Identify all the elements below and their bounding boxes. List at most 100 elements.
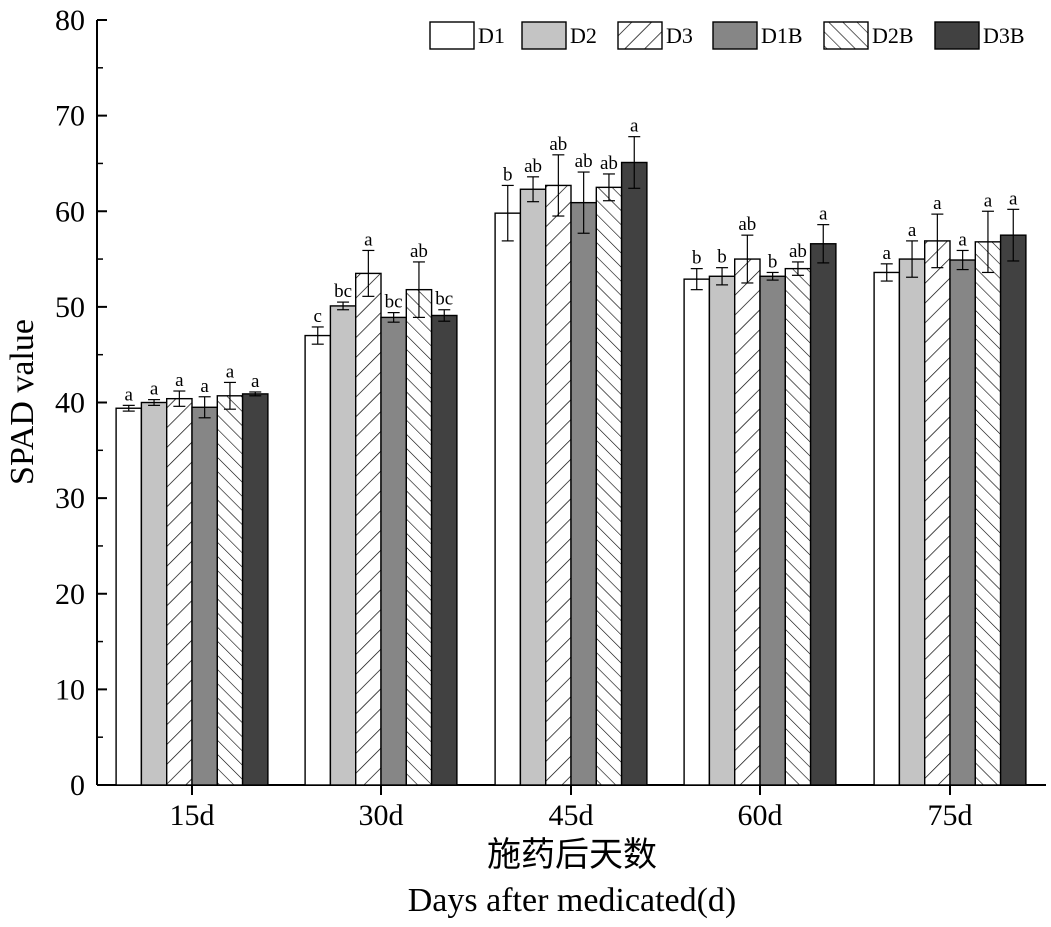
bar-d2b-45d bbox=[595, 186, 623, 786]
legend-item-d2: D2 bbox=[521, 21, 597, 50]
bar-d1-15d bbox=[115, 407, 143, 786]
bar-d2b-15d bbox=[216, 395, 244, 786]
significance-letter: b bbox=[717, 247, 727, 268]
x-tick-label: 15d bbox=[170, 799, 215, 832]
bar-d3b-30d bbox=[430, 314, 458, 786]
y-tick-label: 30 bbox=[55, 482, 85, 515]
x-tick-label: 60d bbox=[738, 799, 783, 832]
y-tick-label: 80 bbox=[55, 4, 85, 37]
y-axis-title: SPAD value bbox=[4, 319, 41, 485]
legend: D1 D2 D3 D1B D2B D3B bbox=[429, 21, 1025, 50]
significance-letter: bc bbox=[385, 292, 403, 313]
significance-letter: c bbox=[314, 306, 322, 327]
y-tick-label: 0 bbox=[70, 769, 85, 802]
bar-d2b-75d bbox=[974, 241, 1002, 786]
bar-d2-30d bbox=[329, 305, 357, 786]
significance-letter: a bbox=[958, 229, 967, 250]
bar-d2-15d bbox=[140, 401, 168, 786]
significance-letter: a bbox=[150, 379, 159, 400]
legend-label: D2 bbox=[570, 23, 597, 48]
bar-d2b-60d bbox=[784, 267, 812, 786]
bar-d3b-45d bbox=[620, 161, 648, 786]
legend-label: D3 bbox=[666, 23, 693, 48]
bar-d3-30d bbox=[355, 272, 382, 786]
x-tick-label: 45d bbox=[549, 799, 594, 832]
significance-letter: a bbox=[984, 190, 993, 211]
bar-d3b-75d bbox=[999, 234, 1027, 786]
significance-letter: bc bbox=[435, 289, 453, 310]
legend-label: D1B bbox=[761, 23, 803, 48]
x-tick-label: 30d bbox=[359, 799, 404, 832]
legend-label: D2B bbox=[872, 23, 914, 48]
significance-letter: a bbox=[364, 229, 373, 250]
significance-letter: ab bbox=[410, 241, 428, 262]
bar-d1b-15d bbox=[191, 406, 218, 786]
significance-letter: a bbox=[883, 243, 892, 264]
bar-d3-60d bbox=[734, 258, 761, 786]
x-axis-title: Days after medicated(d) bbox=[408, 882, 737, 919]
bar-d2-60d bbox=[708, 275, 736, 786]
bars bbox=[115, 161, 1027, 786]
bar-d1-60d bbox=[683, 278, 711, 786]
bar-d2-75d bbox=[898, 258, 926, 786]
bar-d1-30d bbox=[304, 334, 332, 786]
legend-item-d3b: D3B bbox=[934, 21, 1025, 50]
bar-d2-45d bbox=[519, 188, 547, 786]
significance-letter: a bbox=[630, 116, 639, 137]
significance-letter: ab bbox=[549, 134, 567, 155]
x-axis: 15d 30d 45d 60d 75d bbox=[97, 784, 1046, 832]
bar-d3b-60d bbox=[809, 243, 837, 786]
significance-letter: ab bbox=[524, 156, 542, 177]
significance-letter: a bbox=[819, 204, 828, 225]
legend-swatch bbox=[823, 21, 869, 50]
bar-d1b-60d bbox=[759, 275, 786, 786]
significance-letter: a bbox=[226, 361, 235, 382]
bar-d1-45d bbox=[494, 212, 522, 786]
y-tick-label: 50 bbox=[55, 291, 85, 324]
error-bars bbox=[122, 136, 1020, 419]
legend-label: D3B bbox=[983, 23, 1025, 48]
x-tick-label: 75d bbox=[928, 799, 973, 832]
bar-d3b-15d bbox=[241, 393, 269, 786]
legend-swatch bbox=[712, 21, 758, 50]
legend-label: D1 bbox=[478, 23, 505, 48]
bar-d3-15d bbox=[165, 397, 193, 786]
bar-d1b-75d bbox=[949, 259, 976, 786]
legend-swatch bbox=[521, 21, 567, 50]
legend-item-d1: D1 bbox=[429, 21, 505, 50]
significance-letter: a bbox=[175, 370, 184, 391]
legend-swatch bbox=[934, 21, 980, 50]
bar-d1b-30d bbox=[380, 316, 407, 786]
y-axis: 0 10 20 30 40 50 60 70 80 bbox=[55, 4, 107, 802]
legend-swatch bbox=[429, 21, 475, 50]
significance-letter: b bbox=[692, 248, 702, 269]
y-tick-label: 10 bbox=[55, 673, 85, 706]
legend-swatch bbox=[617, 21, 663, 50]
significance-letter: a bbox=[200, 376, 209, 397]
significance-letter: a bbox=[933, 193, 942, 214]
significance-letter: ab bbox=[575, 151, 593, 172]
legend-item-d1b: D1B bbox=[712, 21, 803, 50]
significance-letter: ab bbox=[738, 214, 756, 235]
bar-d1b-45d bbox=[570, 201, 597, 786]
legend-item-d2b: D2B bbox=[823, 21, 914, 50]
y-tick-label: 60 bbox=[55, 195, 85, 228]
bar-d3-75d bbox=[924, 240, 951, 786]
legend-item-d3: D3 bbox=[617, 21, 693, 50]
y-tick-label: 70 bbox=[55, 100, 85, 133]
significance-letter: a bbox=[908, 220, 917, 241]
significance-letter: ab bbox=[600, 153, 618, 174]
significance-letter: b bbox=[503, 164, 513, 185]
significance-letter: bc bbox=[334, 281, 352, 302]
significance-letter: ab bbox=[789, 241, 807, 262]
significance-letter: a bbox=[251, 371, 260, 392]
bar-d1-75d bbox=[873, 271, 901, 786]
x-axis-title-chinese: 施药后天数 bbox=[487, 836, 657, 874]
y-tick-label: 20 bbox=[55, 578, 85, 611]
bar-d2b-30d bbox=[405, 288, 433, 786]
significance-letter: a bbox=[125, 384, 134, 405]
significance-letter: a bbox=[1009, 188, 1018, 209]
